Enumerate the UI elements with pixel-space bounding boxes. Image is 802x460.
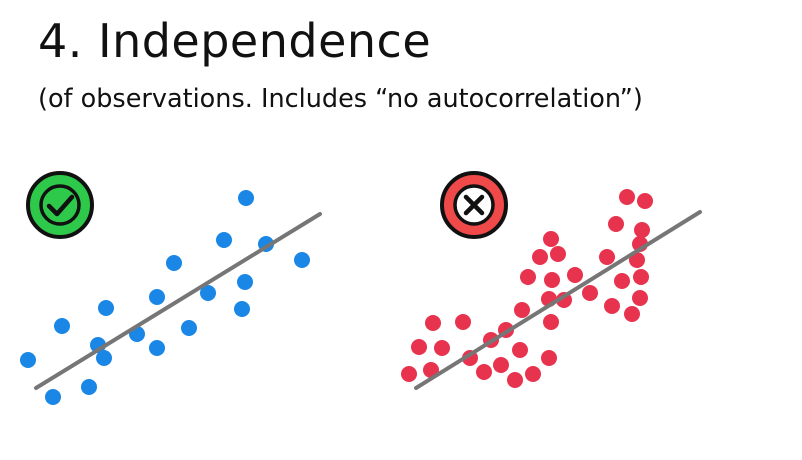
scatter-dot: [54, 318, 70, 334]
scatter-dot: [455, 314, 471, 330]
page-subtitle: (of observations. Includes “no autocorre…: [38, 84, 643, 114]
scatter-dot: [237, 274, 253, 290]
scatter-dot: [96, 350, 112, 366]
scatter-dot: [181, 320, 197, 336]
scatter-dot: [543, 314, 559, 330]
scatter-dot: [476, 364, 492, 380]
scatter-dot: [633, 269, 649, 285]
scatter-dot: [507, 372, 523, 388]
scatter-dot: [614, 273, 630, 289]
scatter-dot: [81, 379, 97, 395]
scatter-dot: [567, 267, 583, 283]
scatter-dot: [532, 249, 548, 265]
scatter-dot: [619, 189, 635, 205]
scatter-dot: [543, 231, 559, 247]
scatter-dot: [200, 285, 216, 301]
scatter-dot: [216, 232, 232, 248]
scatter-dot: [520, 269, 536, 285]
scatter-dot: [493, 357, 509, 373]
scatter-dot: [149, 289, 165, 305]
check-icon: [26, 171, 94, 239]
trend-line: [414, 210, 702, 390]
scatter-dot: [550, 246, 566, 262]
scatter-dot: [294, 252, 310, 268]
scatter-dot: [632, 290, 648, 306]
scatter-dot: [238, 190, 254, 206]
scatter-dot: [514, 302, 530, 318]
scatter-dot: [582, 285, 598, 301]
scatter-dot: [634, 222, 650, 238]
scatter-dot: [599, 249, 615, 265]
trend-line: [34, 212, 322, 390]
scatter-dot: [629, 252, 645, 268]
scatter-dot: [411, 339, 427, 355]
scatter-dot: [608, 216, 624, 232]
scatter-dot: [624, 306, 640, 322]
scatter-dot: [544, 272, 560, 288]
scatter-dot: [637, 193, 653, 209]
autocorrelated-panel: [401, 189, 702, 390]
scatter-dot: [604, 298, 620, 314]
scatter-dot: [234, 301, 250, 317]
cross-icon: [440, 171, 508, 239]
scatter-dot: [541, 350, 557, 366]
scatter-dot: [512, 342, 528, 358]
scatter-dot: [434, 340, 450, 356]
scatter-dot: [166, 255, 182, 271]
scatter-dot: [20, 352, 36, 368]
scatter-dot: [45, 389, 61, 405]
scatter-dot: [425, 315, 441, 331]
scatter-dot: [525, 366, 541, 382]
scatter-dot: [98, 300, 114, 316]
page-title: 4. Independence: [38, 14, 432, 68]
scatter-dot: [401, 366, 417, 382]
scatter-dot: [149, 340, 165, 356]
independent-panel: [20, 190, 322, 405]
